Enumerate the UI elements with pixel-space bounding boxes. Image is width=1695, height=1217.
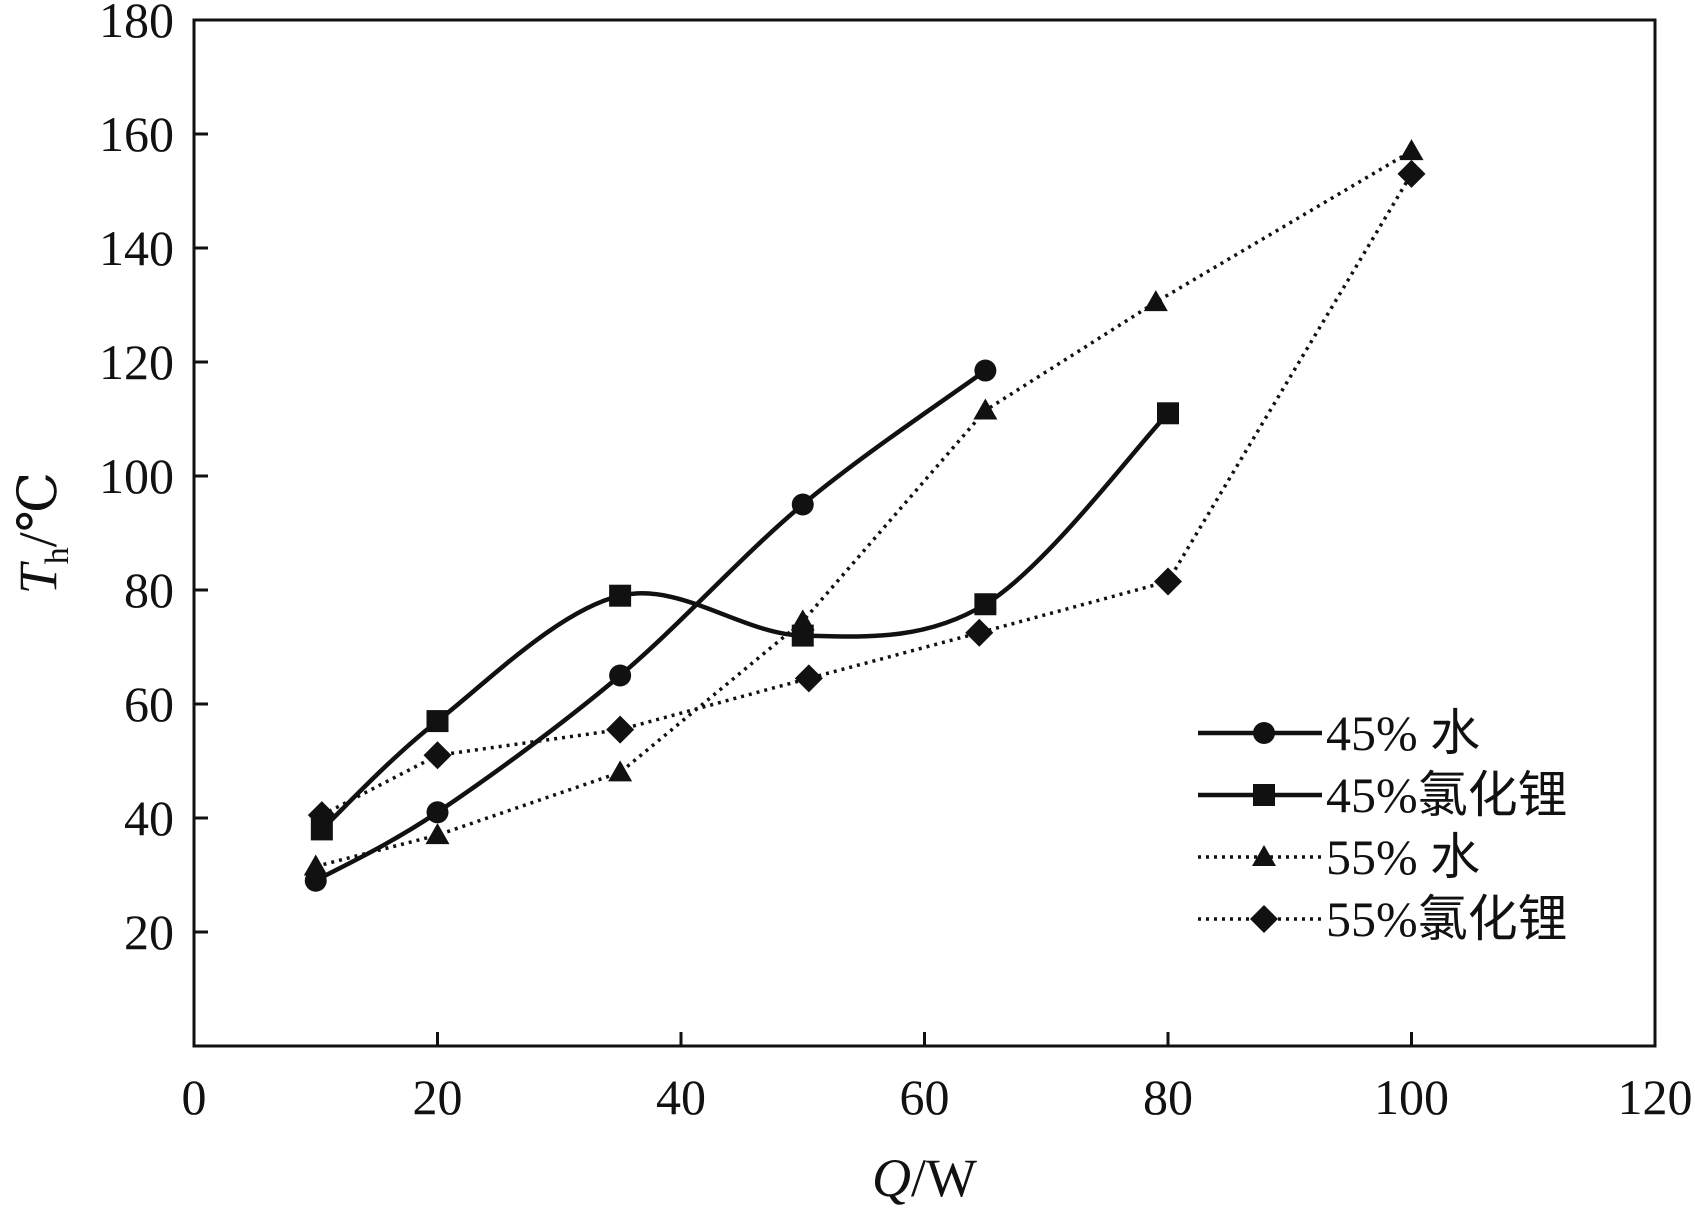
y-tick-label: 180 [99, 0, 174, 48]
data-point [426, 801, 449, 824]
data-point [965, 618, 994, 647]
data-point [974, 359, 997, 382]
y-tick-label: 20 [124, 904, 174, 960]
data-point [791, 493, 814, 516]
legend-marker [1250, 905, 1278, 933]
y-tick-label: 40 [124, 790, 174, 846]
x-tick-label: 120 [1618, 1069, 1693, 1125]
legend-label: 55% 水 [1326, 829, 1480, 885]
data-point [973, 398, 998, 420]
data-point [307, 801, 336, 830]
data-point [608, 760, 633, 782]
series-triangle [303, 139, 1424, 876]
series-line [321, 173, 1414, 817]
x-tick-label: 100 [1374, 1069, 1449, 1125]
legend-marker [1253, 722, 1275, 744]
legend-label: 45% 水 [1326, 705, 1480, 761]
data-point [790, 609, 815, 631]
data-point [1143, 290, 1168, 312]
data-point [606, 715, 635, 744]
series-line [320, 411, 1170, 832]
data-point [609, 584, 632, 607]
y-tick-label: 160 [99, 106, 174, 162]
legend: 45% 水 45%氯化锂 55% 水 55%氯化锂 [1198, 705, 1568, 947]
data-point [303, 854, 328, 876]
legend-label: 45%氯化锂 [1326, 767, 1568, 823]
y-tick-label: 60 [124, 676, 174, 732]
y-tick-label: 120 [99, 334, 174, 390]
x-axis-title: Q/W [872, 1148, 977, 1208]
x-tick-label: 40 [656, 1069, 706, 1125]
data-point [1157, 402, 1179, 425]
data-point [1397, 159, 1426, 188]
x-tick-label: 60 [900, 1069, 950, 1125]
x-tick-label: 0 [182, 1069, 207, 1125]
data-point [423, 741, 452, 770]
data-point [794, 664, 823, 693]
x-tick-label: 80 [1143, 1069, 1193, 1125]
series-square [310, 402, 1179, 841]
legend-entry: 55%氯化锂 [1198, 891, 1568, 947]
legend-marker [1252, 845, 1276, 866]
series-circle [304, 359, 997, 892]
series-line [314, 368, 987, 883]
data-point [310, 818, 333, 841]
axes: 0 20 40 60 80 100 120 20 40 60 80 100 120 140 160 180 Q/… [8, 0, 1693, 1208]
data-point [974, 593, 997, 616]
legend-marker [1253, 784, 1275, 806]
y-tick-label: 140 [99, 220, 174, 276]
y-tick-label: 100 [99, 448, 174, 504]
legend-entry: 45% 水 [1198, 705, 1480, 761]
series-line [315, 149, 1413, 869]
data-point [1399, 139, 1424, 161]
y-tick-label: 80 [124, 562, 174, 618]
y-axis-title: Th/℃ [8, 472, 76, 594]
data-point [425, 823, 450, 845]
series-layer [303, 139, 1426, 892]
data-point [426, 710, 449, 733]
legend-entry: 55% 水 [1198, 829, 1480, 885]
legend-entry: 45%氯化锂 [1198, 767, 1568, 823]
data-point [609, 664, 632, 687]
legend-label: 55%氯化锂 [1326, 891, 1568, 947]
x-tick-label: 20 [413, 1069, 463, 1125]
data-point [1154, 567, 1182, 596]
series-diamond [307, 159, 1426, 830]
